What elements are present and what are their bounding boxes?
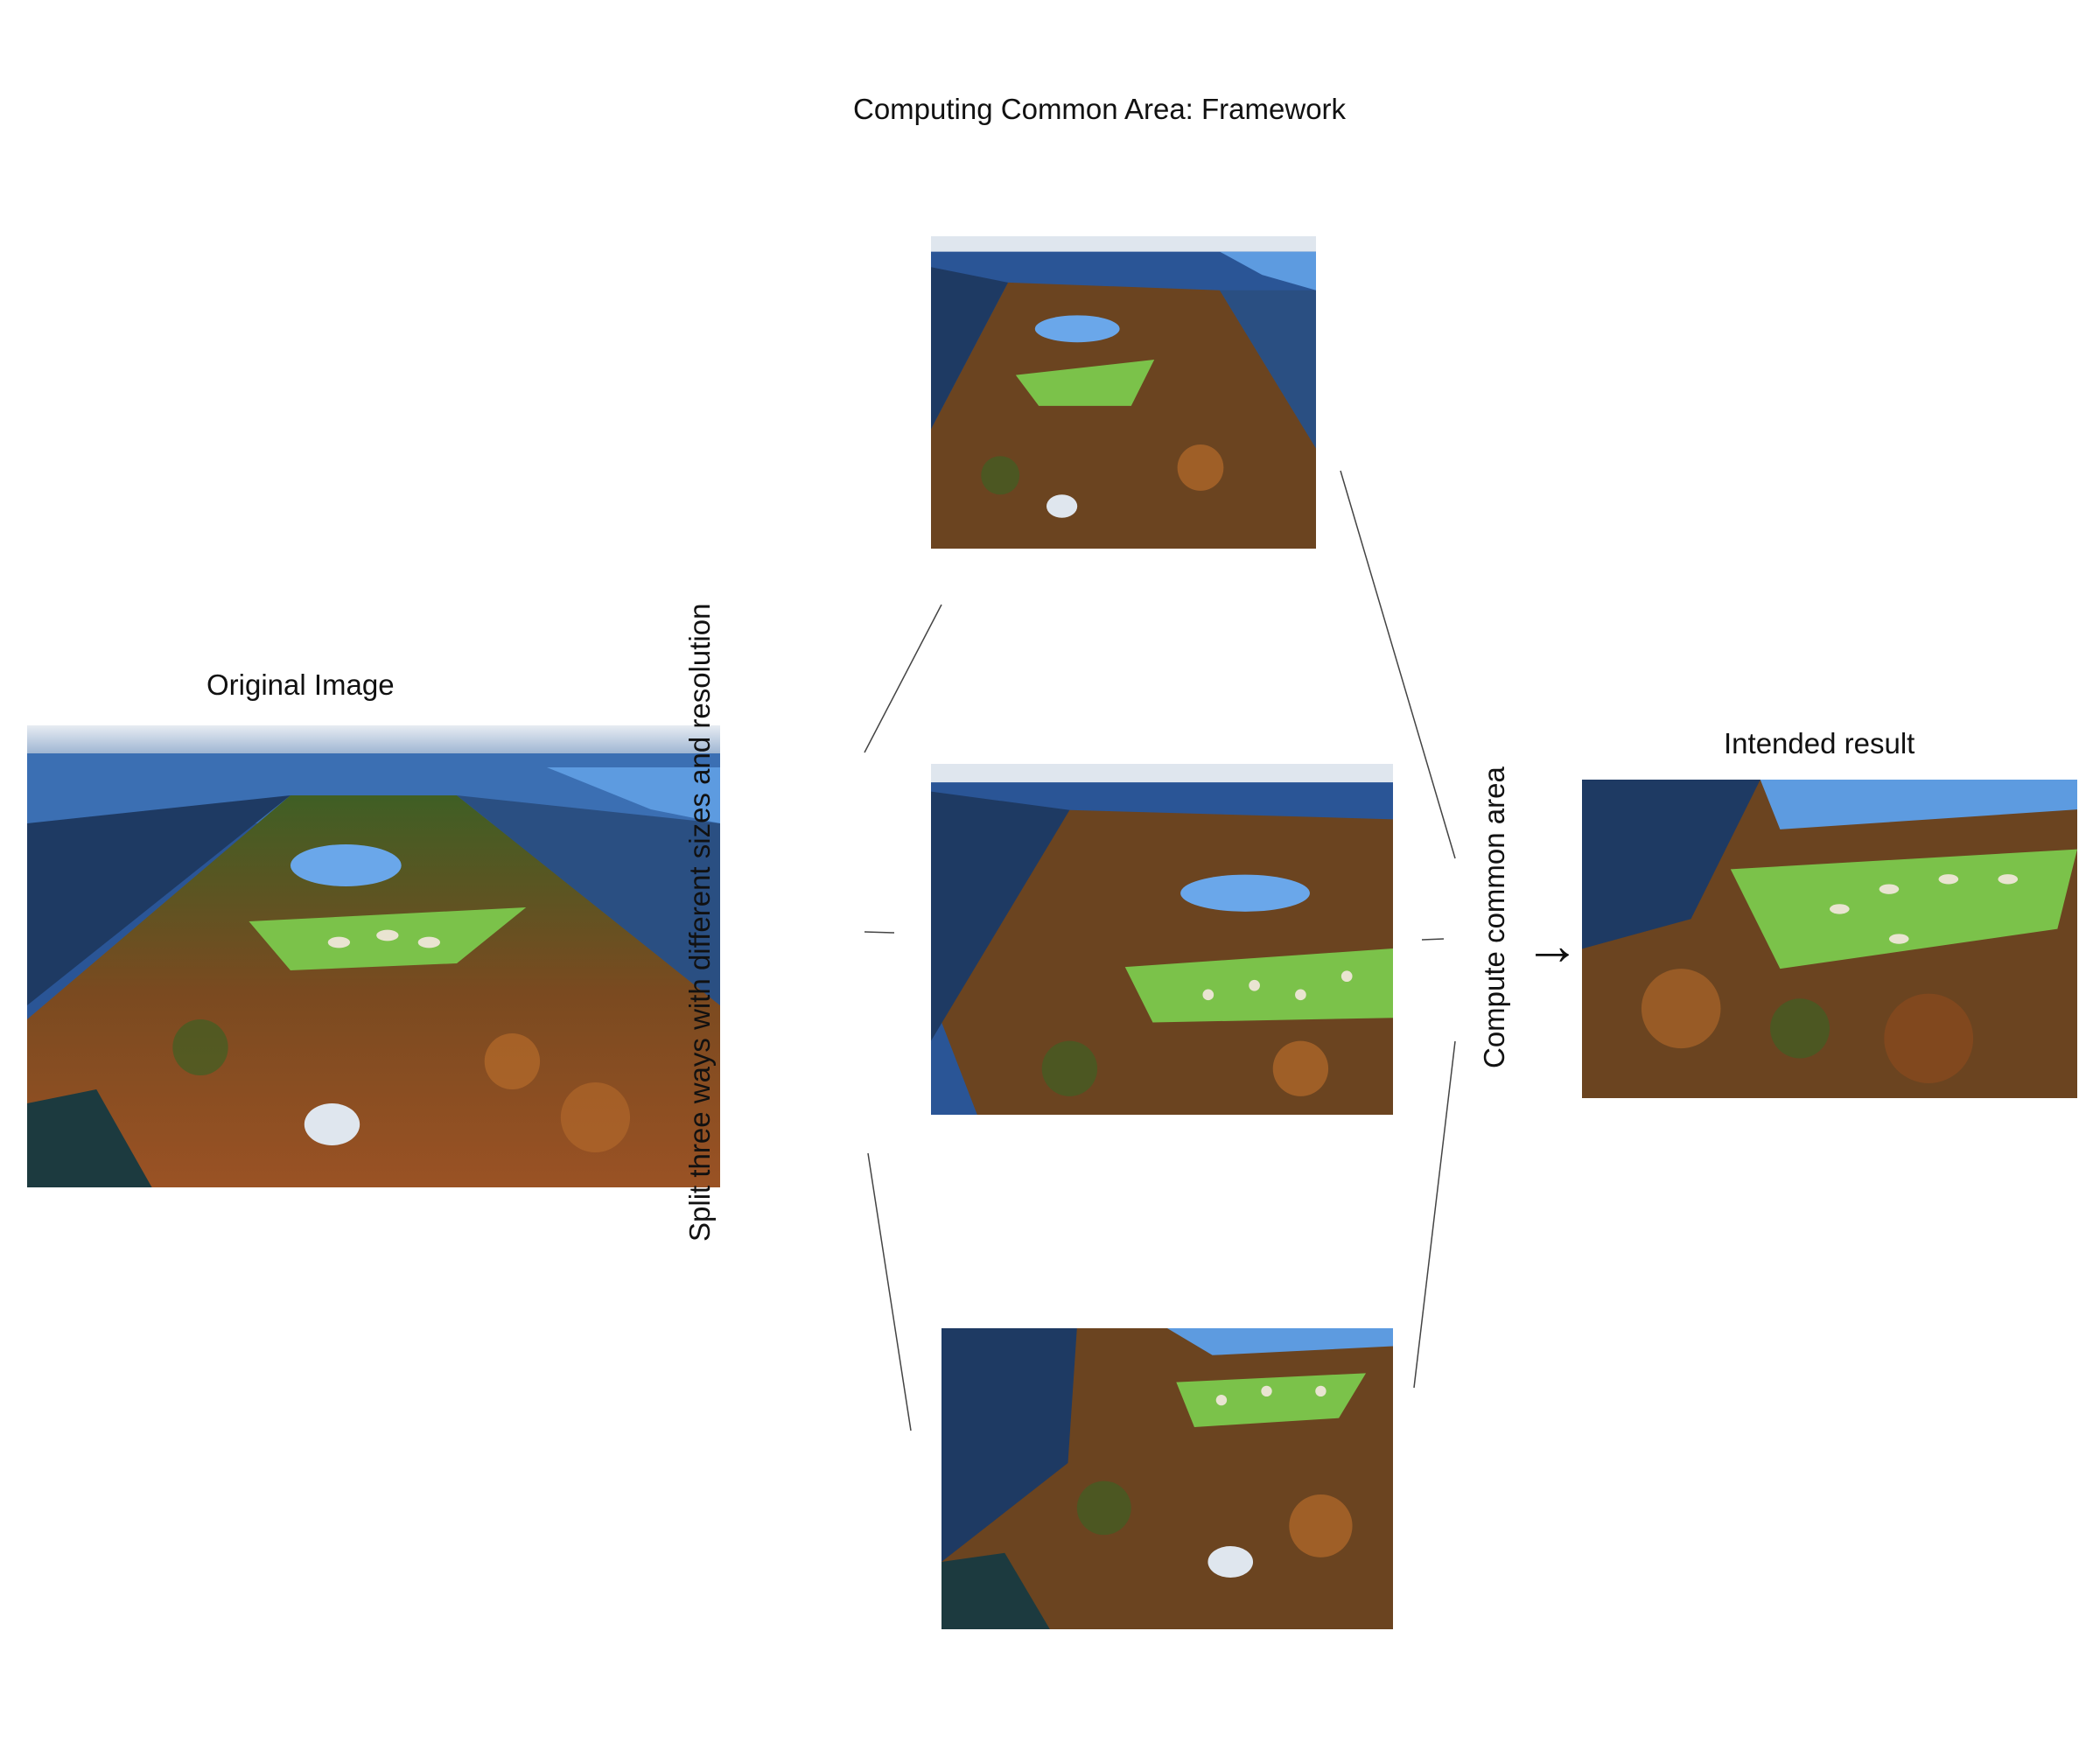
split-label: Split three ways with different sizes an… (683, 603, 716, 1242)
original-image (27, 725, 720, 1187)
original-image-label: Original Image (206, 668, 395, 701)
split-connector-top (864, 604, 942, 753)
crop-image-middle (931, 764, 1393, 1115)
diagram-title: Computing Common Area: Framework (853, 93, 1347, 125)
compute-label: Compute common area (1478, 766, 1510, 1068)
crop-image-bottom (942, 1328, 1393, 1629)
crop-image-top (931, 236, 1316, 549)
result-arrow-icon: → (1524, 914, 1580, 976)
compute-connector-middle (1421, 938, 1445, 941)
compute-connector-bottom (1413, 1040, 1456, 1389)
result-image (1582, 780, 2077, 1098)
split-connector-bottom (867, 1152, 912, 1432)
result-label: Intended result (1724, 727, 1915, 760)
split-connector-middle (864, 931, 895, 934)
